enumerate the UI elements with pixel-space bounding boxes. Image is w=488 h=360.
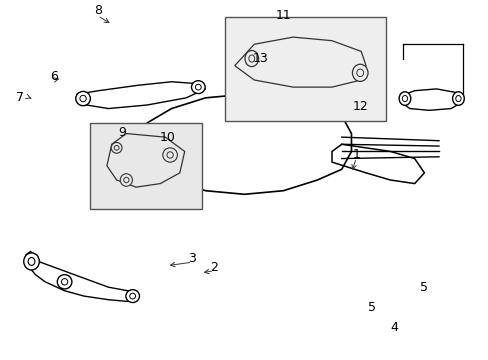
Ellipse shape: [114, 145, 119, 150]
Ellipse shape: [120, 174, 132, 186]
Text: 7: 7: [16, 91, 24, 104]
Text: 12: 12: [352, 100, 367, 113]
Ellipse shape: [28, 257, 35, 265]
Ellipse shape: [352, 64, 367, 81]
Ellipse shape: [61, 279, 68, 285]
Ellipse shape: [80, 95, 86, 102]
Ellipse shape: [244, 50, 258, 67]
Ellipse shape: [163, 148, 177, 162]
Ellipse shape: [111, 143, 122, 153]
Text: 3: 3: [188, 252, 196, 265]
Text: 1: 1: [352, 148, 360, 161]
Ellipse shape: [195, 84, 201, 90]
Bar: [224, 18, 385, 121]
Ellipse shape: [166, 152, 173, 158]
Ellipse shape: [398, 92, 410, 105]
Bar: [90, 123, 201, 208]
Ellipse shape: [123, 177, 129, 183]
Ellipse shape: [452, 92, 463, 105]
Text: 11: 11: [275, 9, 291, 22]
Ellipse shape: [356, 69, 363, 77]
Ellipse shape: [76, 91, 90, 106]
Text: 9: 9: [118, 126, 125, 139]
Ellipse shape: [24, 253, 39, 270]
Text: 5: 5: [420, 282, 427, 294]
Ellipse shape: [57, 275, 72, 289]
Text: 4: 4: [389, 321, 397, 334]
Text: 10: 10: [160, 131, 175, 144]
Text: 6: 6: [50, 70, 58, 83]
Ellipse shape: [455, 95, 460, 102]
Text: 13: 13: [252, 52, 268, 65]
Ellipse shape: [129, 293, 135, 299]
Text: 5: 5: [367, 301, 375, 314]
Ellipse shape: [191, 81, 204, 94]
Ellipse shape: [402, 95, 407, 102]
Text: 2: 2: [210, 261, 218, 274]
Ellipse shape: [125, 290, 139, 302]
Ellipse shape: [248, 55, 254, 62]
Text: 8: 8: [94, 4, 102, 17]
